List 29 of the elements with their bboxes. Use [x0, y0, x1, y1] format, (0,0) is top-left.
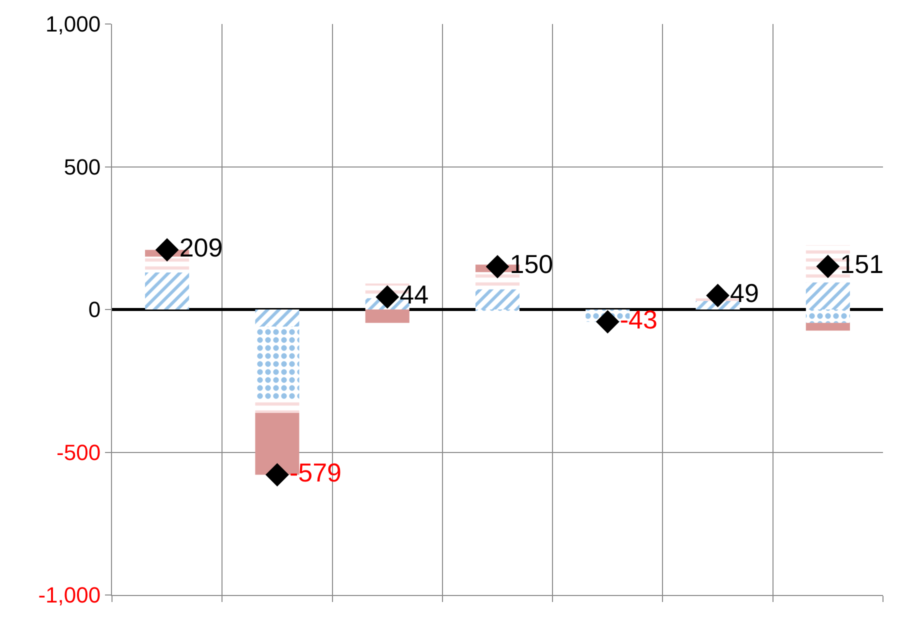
point — [486, 254, 510, 278]
y-tick-label: -500 — [56, 440, 101, 465]
bar — [806, 310, 850, 323]
bar — [255, 326, 300, 400]
data-label: 150 — [510, 249, 554, 280]
y-tick-label: -1,000 — [38, 582, 101, 608]
bar — [475, 289, 520, 310]
point — [706, 284, 730, 308]
bar — [806, 282, 850, 310]
bar — [255, 310, 300, 327]
data-label: 44 — [400, 279, 429, 310]
data-label: 209 — [179, 232, 223, 262]
point — [596, 310, 620, 334]
data-label: 151 — [840, 248, 884, 279]
y-tick-label: 1,000 — [46, 12, 101, 37]
bar — [145, 256, 190, 272]
bar — [806, 322, 850, 331]
data-label: -43 — [620, 304, 658, 334]
y-tick-label: 500 — [64, 154, 101, 180]
bar — [475, 272, 520, 290]
bar — [255, 400, 300, 413]
point — [155, 238, 179, 262]
y-tick-label: 0 — [88, 297, 101, 322]
point — [266, 463, 289, 486]
data-label: 49 — [730, 278, 759, 308]
data-label: -579 — [289, 457, 342, 488]
bar — [145, 272, 190, 310]
bar — [365, 310, 410, 323]
point — [376, 285, 400, 309]
